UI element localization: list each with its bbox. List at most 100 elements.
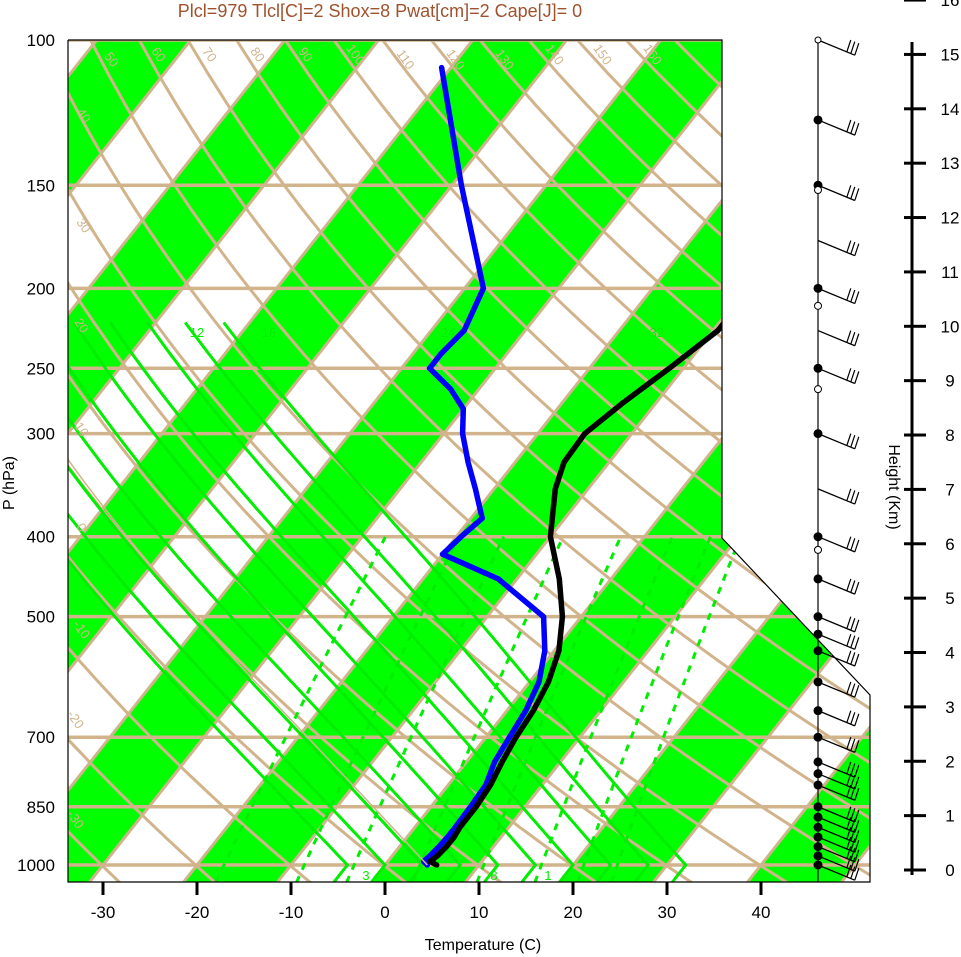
wind-barb-25 bbox=[817, 119, 856, 136]
wind-barb-feather bbox=[850, 490, 856, 503]
x-tick-label-3: 0 bbox=[380, 903, 389, 922]
wind-barb-feather bbox=[850, 866, 856, 879]
wind-barb-21 bbox=[817, 329, 856, 347]
wind-barb-feather bbox=[846, 681, 852, 695]
wind-barb-feather bbox=[854, 243, 860, 256]
wind-barb-feather bbox=[846, 650, 852, 663]
right-isotherm-label-1: 20 bbox=[725, 234, 746, 255]
wind-barb-feather bbox=[850, 580, 856, 593]
pressure-tick-label-1: 150 bbox=[27, 176, 55, 195]
wind-barb-feather bbox=[846, 433, 852, 446]
wind-barb-feather bbox=[846, 185, 852, 198]
pressure-tick-label-8: 850 bbox=[27, 798, 55, 817]
wind-barb-feather bbox=[850, 857, 856, 870]
dry-adiabat-10 bbox=[68, 40, 870, 882]
wind-barb-column bbox=[813, 36, 860, 882]
wind-barb-feather bbox=[846, 737, 852, 750]
pressure-axis: 100 150 200 250 300 400 500 700 850 1000 bbox=[17, 31, 55, 875]
moist-adiabat-label-2: 24 bbox=[441, 325, 455, 340]
mixing-ratio-line-5 bbox=[533, 536, 674, 882]
wind-barb-6 bbox=[817, 806, 856, 823]
wind-barb-22 bbox=[817, 287, 856, 305]
x-tick-label-0: -30 bbox=[91, 903, 116, 922]
wind-barb-feather bbox=[854, 820, 860, 833]
mixing-ratio-line-0 bbox=[214, 536, 387, 882]
moist-adiabat-2 bbox=[68, 321, 425, 882]
wind-barb-9 bbox=[817, 761, 856, 778]
wind-barb-feather bbox=[846, 827, 852, 840]
wind-barb-feather bbox=[854, 830, 860, 843]
wind-barb-5 bbox=[817, 816, 856, 833]
isotherm-label-1: 30 bbox=[73, 215, 94, 235]
moist-adiabat-label-0: 12 bbox=[190, 325, 204, 340]
isotherm-22 bbox=[558, 40, 870, 882]
wind-barb-20 bbox=[817, 367, 856, 385]
wind-barb-13 bbox=[817, 650, 856, 667]
right-isotherm-label-2: 10 bbox=[725, 344, 746, 365]
right-isotherm-label-0: 30 bbox=[725, 124, 746, 145]
moist-adiabat-5 bbox=[72, 321, 538, 882]
wind-barb-feather bbox=[854, 291, 860, 304]
wind-barb-feather bbox=[854, 188, 860, 201]
moist-adiabat-label-1: 16 bbox=[262, 325, 276, 340]
wind-barb-feather bbox=[850, 712, 856, 725]
wind-barb-feather bbox=[850, 635, 856, 648]
wind-barb-19 bbox=[817, 433, 856, 450]
isotherm-band-7 bbox=[68, 40, 567, 882]
wind-barb-feather bbox=[846, 864, 852, 878]
wind-barb-feather bbox=[854, 764, 860, 778]
dry-adiabat-4 bbox=[68, 40, 312, 882]
wind-barb-feather bbox=[854, 539, 860, 553]
wind-barb-2 bbox=[817, 846, 856, 863]
right-isotherm-label-3: 0 bbox=[724, 458, 739, 474]
reference-lines bbox=[68, 40, 870, 882]
isotherm-13 bbox=[68, 40, 380, 882]
wind-barb-feather bbox=[854, 713, 860, 727]
wind-level-dot-20 bbox=[813, 283, 823, 293]
wind-level-dot-10 bbox=[813, 732, 823, 742]
height-tick-label-16: 16 bbox=[941, 0, 960, 10]
x-tick-label-1: -20 bbox=[185, 903, 210, 922]
wind-barb-feather bbox=[846, 846, 852, 859]
wind-top-marker bbox=[814, 36, 822, 44]
height-tick-label-8: 8 bbox=[945, 426, 954, 445]
wind-barb-feather bbox=[850, 683, 856, 696]
wind-barb-feather bbox=[846, 119, 852, 133]
moist-adiabat-9 bbox=[222, 321, 688, 882]
wind-level-open-dot-3 bbox=[814, 186, 822, 195]
pressure-tick-label-2: 200 bbox=[27, 279, 55, 298]
wind-barb-feather bbox=[854, 637, 860, 650]
dry-adiabat-label-3: 80 bbox=[247, 44, 268, 64]
wind-barb-feather bbox=[854, 776, 860, 790]
wind-barb-feather bbox=[846, 39, 852, 53]
isotherm-label-3: 10 bbox=[71, 419, 92, 439]
wind-barb-feather bbox=[854, 43, 860, 56]
dry-adiabat-8 bbox=[68, 40, 693, 882]
height-tick-label-13: 13 bbox=[941, 154, 960, 173]
wind-level-dot-4 bbox=[813, 822, 823, 832]
y-axis-title: P (hPa) bbox=[1, 456, 18, 510]
wind-barb-feather bbox=[846, 836, 852, 850]
dry-adiabat-14 bbox=[235, 40, 870, 882]
height-tick-label-2: 2 bbox=[945, 752, 954, 771]
wind-level-open-dot-2 bbox=[814, 301, 822, 310]
wind-barb-feather bbox=[850, 121, 856, 134]
wind-barb-feather bbox=[854, 849, 860, 863]
isotherm-label-2: 20 bbox=[71, 315, 92, 335]
height-tick-label-7: 7 bbox=[945, 480, 954, 499]
dry-adiabat-16 bbox=[332, 40, 870, 882]
wind-barb-10 bbox=[817, 736, 856, 754]
wind-barb-7 bbox=[817, 784, 856, 801]
dry-adiabat-17 bbox=[381, 40, 870, 882]
wind-barb-15 bbox=[817, 616, 856, 633]
wind-barb-0 bbox=[817, 864, 856, 881]
moist-adiabat-3 bbox=[68, 321, 463, 882]
isotherm-15 bbox=[68, 40, 568, 882]
wind-level-dot-12 bbox=[813, 677, 823, 687]
isotherm-11 bbox=[68, 40, 192, 882]
moist-adiabat-8 bbox=[183, 321, 651, 882]
wind-barb-feather bbox=[850, 618, 856, 631]
pressure-tick-label-4: 300 bbox=[27, 425, 55, 444]
height-tick-label-9: 9 bbox=[945, 372, 954, 391]
